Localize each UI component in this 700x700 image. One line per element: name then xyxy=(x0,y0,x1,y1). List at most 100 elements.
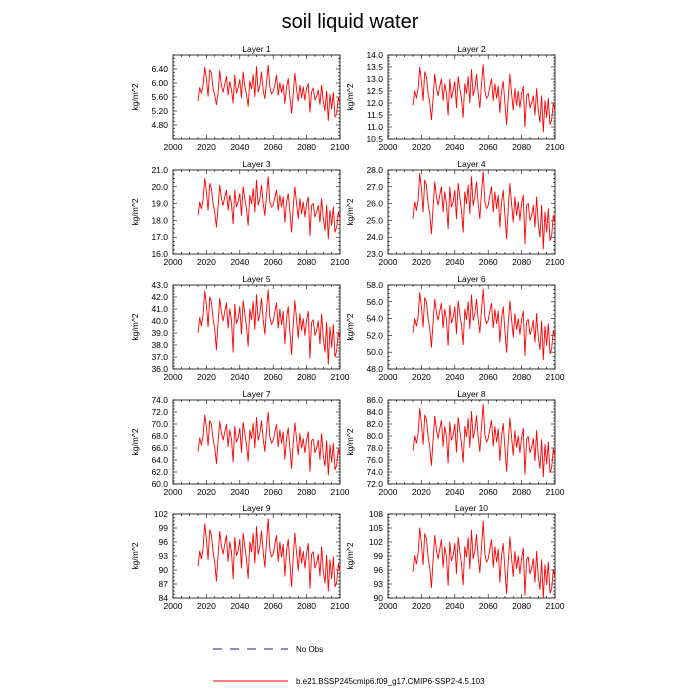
plot-frame xyxy=(172,399,341,485)
x-tick-label: 2040 xyxy=(445,601,464,611)
y-tick-label: 52.0 xyxy=(366,330,383,340)
x-tick-label: 2100 xyxy=(546,257,565,267)
y-tick-label: 16.0 xyxy=(151,249,168,259)
x-tick-label: 2060 xyxy=(479,257,498,267)
x-tick-label: 2020 xyxy=(412,487,431,497)
y-tick-label: 86.0 xyxy=(366,395,383,405)
x-tick-label: 2040 xyxy=(445,142,464,152)
y-tick-label: 84 xyxy=(159,593,169,603)
x-tick-label: 2100 xyxy=(331,142,350,152)
y-tick-label: 36.0 xyxy=(151,364,168,374)
x-tick-label: 2080 xyxy=(297,257,316,267)
y-tick-label: 39.0 xyxy=(151,328,168,338)
x-tick-label: 2000 xyxy=(379,601,398,611)
x-tick-label: 2040 xyxy=(445,487,464,497)
y-tick-label: 96 xyxy=(374,565,384,575)
y-tick-label: 42.0 xyxy=(151,292,168,302)
x-tick-label: 2000 xyxy=(379,257,398,267)
y-axis-label: kg/m^2 xyxy=(130,542,140,569)
y-axis-label: kg/m^2 xyxy=(130,198,140,225)
panel-title: Layer 6 xyxy=(457,274,486,284)
x-tick-label: 2080 xyxy=(512,142,531,152)
y-tick-label: 84.0 xyxy=(366,407,383,417)
y-axis-label: kg/m^2 xyxy=(345,198,355,225)
x-tick-label: 2020 xyxy=(412,601,431,611)
figure-title: soil liquid water xyxy=(282,11,419,33)
y-tick-label: 82.0 xyxy=(366,419,383,429)
y-tick-label: 74.0 xyxy=(366,467,383,477)
y-tick-label: 4.80 xyxy=(151,120,168,130)
y-tick-label: 26.0 xyxy=(366,199,383,209)
y-tick-label: 18.0 xyxy=(151,215,168,225)
y-tick-label: 102 xyxy=(154,509,168,519)
x-tick-label: 2020 xyxy=(197,487,216,497)
y-tick-label: 72.0 xyxy=(151,407,168,417)
panel-2: Layer 2 2000 2020 2040 2060 2080 2100 10.5 11.0 1… xyxy=(345,44,565,152)
panel-8: Layer 8 2000 2020 2040 2060 2080 2100 72.0 74.0 7… xyxy=(345,389,565,497)
x-tick-label: 2080 xyxy=(512,257,531,267)
panel-title: Layer 2 xyxy=(457,44,486,54)
panel-3: Layer 3 2000 2020 2040 2060 2080 2100 16.0 17.0 1… xyxy=(130,159,350,267)
y-tick-label: 11.0 xyxy=(367,122,383,132)
y-tick-label: 76.0 xyxy=(366,455,383,465)
y-tick-label: 6.40 xyxy=(151,64,168,74)
x-tick-label: 2040 xyxy=(445,372,464,382)
y-axis-label: kg/m^2 xyxy=(130,83,140,110)
x-tick-label: 2020 xyxy=(197,601,216,611)
x-tick-label: 2000 xyxy=(379,372,398,382)
panel-5: Layer 5 2000 2020 2040 2060 2080 2100 36.0 37.0 3… xyxy=(130,274,350,382)
y-tick-label: 37.0 xyxy=(151,352,168,362)
x-tick-label: 2040 xyxy=(445,257,464,267)
panel-title: Layer 10 xyxy=(455,503,488,513)
y-tick-label: 5.60 xyxy=(151,92,168,102)
x-tick-label: 2020 xyxy=(412,142,431,152)
x-tick-label: 2040 xyxy=(230,487,249,497)
x-tick-label: 2000 xyxy=(379,487,398,497)
y-tick-label: 68.0 xyxy=(151,431,168,441)
y-tick-label: 58.0 xyxy=(366,280,383,290)
x-tick-label: 2060 xyxy=(264,257,283,267)
x-tick-label: 2000 xyxy=(164,601,183,611)
y-tick-label: 11.5 xyxy=(367,110,383,120)
series-line xyxy=(197,176,341,240)
x-tick-label: 2000 xyxy=(379,142,398,152)
panel-10: Layer 10 2000 2020 2040 2060 2080 2100 90 93 96 99… xyxy=(345,503,565,611)
x-tick-label: 2000 xyxy=(164,142,183,152)
y-axis-label: kg/m^2 xyxy=(345,313,355,340)
panel-title: Layer 5 xyxy=(242,274,271,284)
x-tick-label: 2100 xyxy=(331,601,350,611)
x-tick-label: 2100 xyxy=(546,142,565,152)
plot-frame xyxy=(387,513,556,599)
y-tick-label: 108 xyxy=(369,509,383,519)
y-tick-label: 105 xyxy=(369,523,383,533)
y-tick-label: 5.20 xyxy=(151,106,168,116)
y-tick-label: 78.0 xyxy=(366,443,383,453)
x-tick-label: 2060 xyxy=(479,487,498,497)
y-tick-label: 23.0 xyxy=(366,249,383,259)
y-tick-label: 21.0 xyxy=(151,165,168,175)
series-line xyxy=(197,518,341,592)
x-tick-label: 2060 xyxy=(479,601,498,611)
y-tick-label: 62.0 xyxy=(151,467,168,477)
x-tick-label: 2060 xyxy=(264,372,283,382)
y-axis-label: kg/m^2 xyxy=(345,428,355,455)
panel-title: Layer 8 xyxy=(457,389,486,399)
y-tick-label: 99 xyxy=(374,551,384,561)
x-tick-label: 2060 xyxy=(264,487,283,497)
y-tick-label: 50.0 xyxy=(366,347,383,357)
y-tick-label: 90 xyxy=(159,565,169,575)
panel-title: Layer 4 xyxy=(457,159,486,169)
x-tick-label: 2040 xyxy=(230,142,249,152)
y-tick-label: 14.0 xyxy=(366,50,383,60)
y-tick-label: 40.0 xyxy=(151,316,168,326)
x-tick-label: 2100 xyxy=(546,487,565,497)
y-tick-label: 17.0 xyxy=(151,232,168,242)
legend-label-no-obs: No Obs xyxy=(296,645,323,654)
x-tick-label: 2060 xyxy=(479,372,498,382)
x-tick-label: 2040 xyxy=(230,257,249,267)
y-tick-label: 24.0 xyxy=(366,232,383,242)
x-tick-label: 2100 xyxy=(546,372,565,382)
x-tick-label: 2080 xyxy=(297,601,316,611)
y-tick-label: 27.0 xyxy=(366,182,383,192)
